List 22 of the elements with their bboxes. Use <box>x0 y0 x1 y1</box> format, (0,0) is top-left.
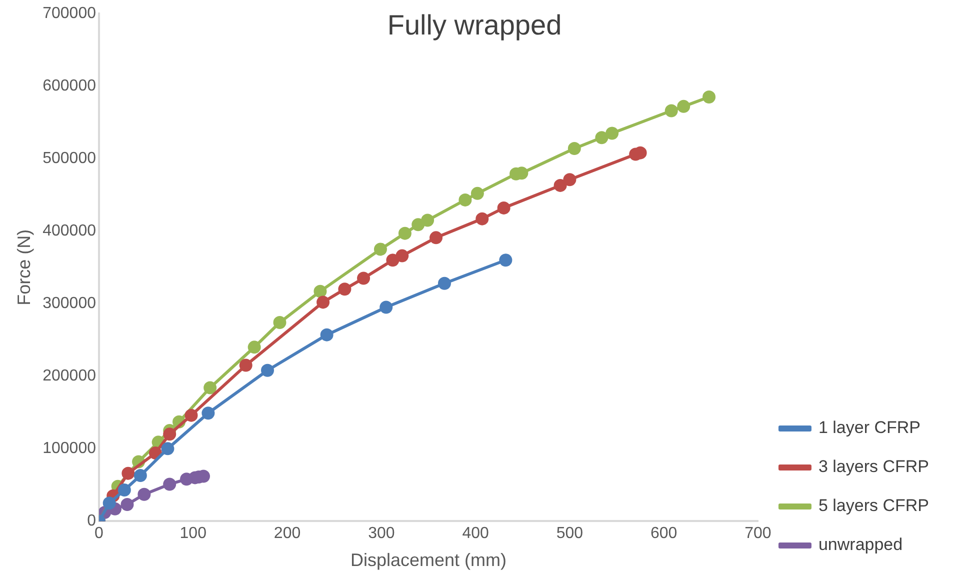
y-tick-label: 400000 <box>42 222 96 240</box>
chart-title: Fully wrapped <box>387 10 562 41</box>
legend-label: 3 layers CFRP <box>818 457 930 476</box>
legend-label: unwrapped <box>818 535 903 554</box>
y-tick-label: 600000 <box>42 78 96 95</box>
y-tick-label: 500000 <box>42 150 96 168</box>
x-tick-label: 100 <box>180 525 207 542</box>
x-tick-label: 700 <box>744 525 772 542</box>
y-tick-label: 700000 <box>42 5 96 22</box>
x-tick-label: 400 <box>462 525 489 542</box>
legend-label: 5 layers CFRP <box>818 496 930 516</box>
y-tick-label: 100000 <box>42 440 96 458</box>
legend-label: 1 layer CFRP <box>818 418 921 438</box>
y-tick-label: 200000 <box>42 368 96 385</box>
x-axis-title: Displacement (mm) <box>350 550 506 570</box>
x-tick-label: 200 <box>274 525 301 542</box>
y-tick-label: 300000 <box>42 295 96 312</box>
y-tick-label: 0 <box>87 512 96 530</box>
y-axis-title: Force (N) <box>14 229 34 306</box>
x-tick-label: 500 <box>556 525 584 542</box>
x-tick-label: 300 <box>368 525 395 542</box>
x-tick-label: 600 <box>650 525 678 542</box>
